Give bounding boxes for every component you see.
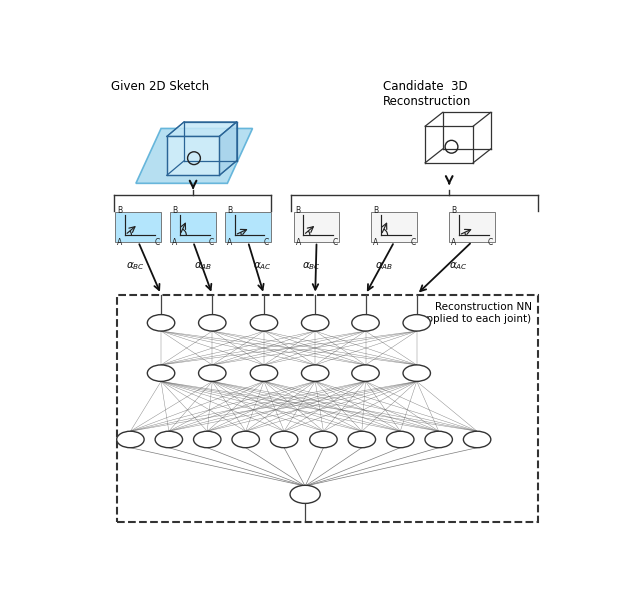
Text: $\alpha_{BC}$: $\alpha_{BC}$	[302, 260, 321, 272]
Bar	[449, 212, 495, 242]
Text: B: B	[227, 206, 232, 215]
Text: B: B	[451, 206, 456, 215]
Text: C: C	[410, 238, 415, 247]
Ellipse shape	[198, 315, 226, 331]
Text: B: B	[373, 206, 378, 215]
Text: $\alpha_{AC}$: $\alpha_{AC}$	[449, 260, 468, 272]
Polygon shape	[167, 137, 220, 175]
Ellipse shape	[198, 365, 226, 381]
Ellipse shape	[147, 315, 175, 331]
Polygon shape	[167, 122, 237, 137]
Ellipse shape	[352, 365, 380, 381]
Ellipse shape	[270, 431, 298, 448]
Text: $\alpha_{BC}$: $\alpha_{BC}$	[127, 260, 145, 272]
Ellipse shape	[301, 365, 329, 381]
Text: C: C	[154, 238, 159, 247]
Ellipse shape	[310, 431, 337, 448]
Text: A: A	[117, 238, 122, 247]
Ellipse shape	[425, 431, 452, 448]
Polygon shape	[136, 128, 253, 184]
Ellipse shape	[250, 315, 278, 331]
Text: A: A	[296, 238, 301, 247]
Bar	[170, 212, 216, 242]
Text: A: A	[451, 238, 456, 247]
Ellipse shape	[348, 431, 376, 448]
Text: $\alpha_{AC}$: $\alpha_{AC}$	[253, 260, 272, 272]
Ellipse shape	[193, 431, 221, 448]
Text: C: C	[488, 238, 493, 247]
Text: Reconstruction NN
(applied to each joint): Reconstruction NN (applied to each joint…	[417, 302, 532, 324]
Text: A: A	[227, 238, 232, 247]
Ellipse shape	[250, 365, 278, 381]
Text: $\alpha_{AB}$: $\alpha_{AB}$	[375, 260, 394, 272]
Text: C: C	[209, 238, 214, 247]
Text: B: B	[117, 206, 122, 215]
Text: Given 2D Sketch: Given 2D Sketch	[111, 80, 209, 93]
Text: A: A	[172, 238, 177, 247]
Ellipse shape	[232, 431, 259, 448]
Ellipse shape	[116, 431, 144, 448]
Bar	[294, 212, 339, 242]
Ellipse shape	[301, 315, 329, 331]
Ellipse shape	[463, 431, 491, 448]
Ellipse shape	[155, 431, 182, 448]
Text: C: C	[333, 238, 338, 247]
Text: Candidate  3D
Reconstruction: Candidate 3D Reconstruction	[383, 80, 471, 109]
Text: C: C	[264, 238, 269, 247]
Bar	[371, 212, 417, 242]
Text: A: A	[373, 238, 378, 247]
Ellipse shape	[403, 315, 431, 331]
Ellipse shape	[290, 485, 320, 503]
Bar	[116, 295, 538, 522]
Bar	[225, 212, 271, 242]
Text: B: B	[172, 206, 177, 215]
Text: B: B	[296, 206, 301, 215]
Ellipse shape	[147, 365, 175, 381]
Bar	[115, 212, 161, 242]
Text: $\alpha_{AB}$: $\alpha_{AB}$	[193, 260, 212, 272]
Polygon shape	[220, 122, 237, 175]
Ellipse shape	[352, 315, 380, 331]
Ellipse shape	[387, 431, 414, 448]
Ellipse shape	[403, 365, 431, 381]
